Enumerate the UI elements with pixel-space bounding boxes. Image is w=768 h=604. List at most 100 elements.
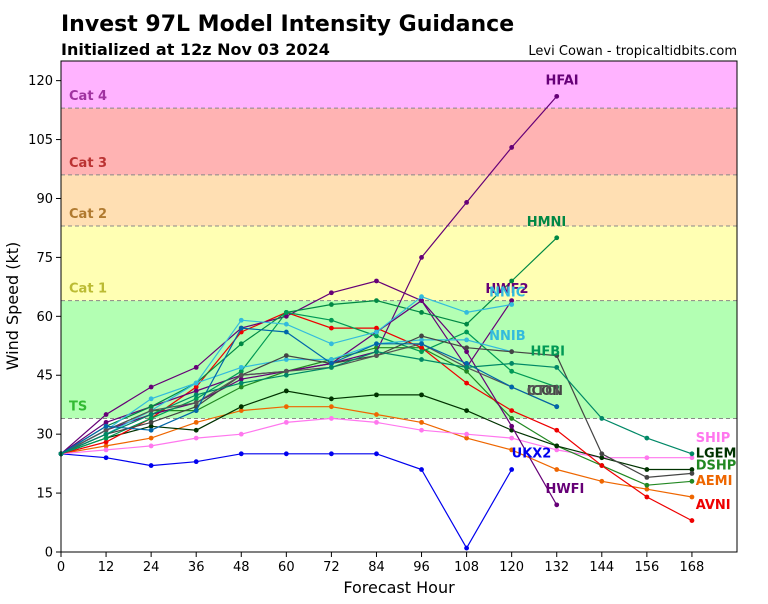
series-point-hmon [238,380,244,386]
series-label-ship: SHIP [696,431,731,446]
series-point-lgem [148,423,154,429]
series-point-ukx2 [464,545,469,551]
series-point-hmon [644,435,650,441]
band-label-ts: TS [69,399,87,414]
y-tick-label: 15 [36,487,53,502]
x-tick-label: 168 [680,560,705,575]
series-point-hmni [464,321,469,327]
series-point-hwfi [554,502,560,508]
series-point-icon [464,345,469,351]
series-point-hmon [283,372,289,378]
x-tick-label: 12 [98,560,115,575]
series-point-ship [554,447,560,453]
series-point-ship [464,431,469,437]
series-point-hwfi [464,349,469,355]
x-tick-label: 60 [278,560,295,575]
x-tick-label: 84 [368,560,385,575]
series-point-ukx2 [374,451,379,457]
series-point-ctci [283,368,289,374]
series-point-hwf2 [419,298,424,304]
series-point-hfbi [148,416,154,421]
series-point-hmni [148,404,154,410]
series-point-hfbi [509,368,515,374]
series-point-hwf2 [374,278,379,284]
series-label-hfbi: HFBI [530,345,565,360]
series-point-hmon [329,364,334,370]
series-point-ship [374,419,379,425]
chart-title: Invest 97L Model Intensity Guidance [61,12,514,37]
series-point-hmni [374,298,379,304]
series-point-icon [554,353,560,358]
series-point-hfai [464,200,469,205]
series-point-cotc [103,423,109,429]
series-point-hmni [419,309,424,315]
series-point-hwfi [509,423,515,429]
series-point-hwf2 [193,364,199,370]
series-point-lgem [464,408,469,413]
series-point-hwf2 [148,384,154,390]
series-point-dshp [464,368,469,374]
series-point-nnib [329,357,334,362]
series-point-lgem [329,396,334,402]
chart-subtitle: Initialized at 12z Nov 03 2024 [61,40,330,59]
series-point-aemi [554,467,560,472]
y-tick-label: 0 [45,546,53,561]
series-point-lgem [554,443,560,449]
series-point-icon [644,474,650,480]
series-label-nnic: NNIC [489,286,525,301]
series-line-hfai [60,96,558,455]
series-point-nnic [329,341,334,347]
series-point-hwf2 [509,298,515,304]
series-point-hfbi [193,396,199,402]
series-point-hfbi [464,329,469,335]
band-cat-1 [61,225,737,301]
series-point-nnic [419,294,424,300]
series-point-cotc [374,341,379,347]
series-point-aemi [464,435,469,441]
series-label-ukx2: UKX2 [512,447,552,462]
series-point-lgem [689,467,695,472]
series-label-hmni: HMNI [527,215,567,230]
series-point-hfai [554,93,560,99]
x-tick-label: 36 [188,560,205,575]
series-point-hmni [238,341,244,347]
band-label-cat-4: Cat 4 [69,89,107,104]
series-point-hmon [599,416,605,421]
series-point-ship [644,455,650,461]
series-point-ctci [103,427,109,433]
x-tick-label: 72 [323,560,340,575]
series-point-icon [419,333,424,339]
series-point-hwf2 [103,412,109,417]
series-point-aemi [644,486,650,492]
series-point-avni [193,384,199,390]
series-point-cotc [464,361,469,366]
series-point-dshp [689,478,695,484]
series-point-cotc [554,404,560,410]
series-point-hmon [193,392,199,398]
series-point-hfbi [554,384,560,390]
series-point-aemi [283,404,289,410]
series-line-ctci [60,343,557,455]
y-tick-label: 120 [28,74,53,89]
series-label-aemi: AEMI [696,474,733,489]
band-cat-3 [61,108,737,175]
series-point-aemi [148,435,154,441]
series-point-avni [599,463,605,468]
y-tick-label: 45 [36,369,53,384]
series-point-hfai [238,376,244,382]
series-point-ship [419,427,424,433]
series-point-cotc [509,384,515,390]
series-point-lgem [374,392,379,398]
series-point-ctci [148,408,154,413]
band-label-cat-2: Cat 2 [69,207,107,222]
series-point-ctci [374,353,379,358]
series-point-ship [193,435,199,441]
series-point-lgem [644,467,650,472]
series-point-hmni [329,302,334,307]
x-tick-label: 96 [413,560,430,575]
series-label-avni: AVNI [696,498,731,513]
series-point-ctci [193,400,199,406]
series-point-nnic [238,317,244,323]
x-tick-label: 120 [499,560,524,575]
series-point-lgem [193,427,199,433]
